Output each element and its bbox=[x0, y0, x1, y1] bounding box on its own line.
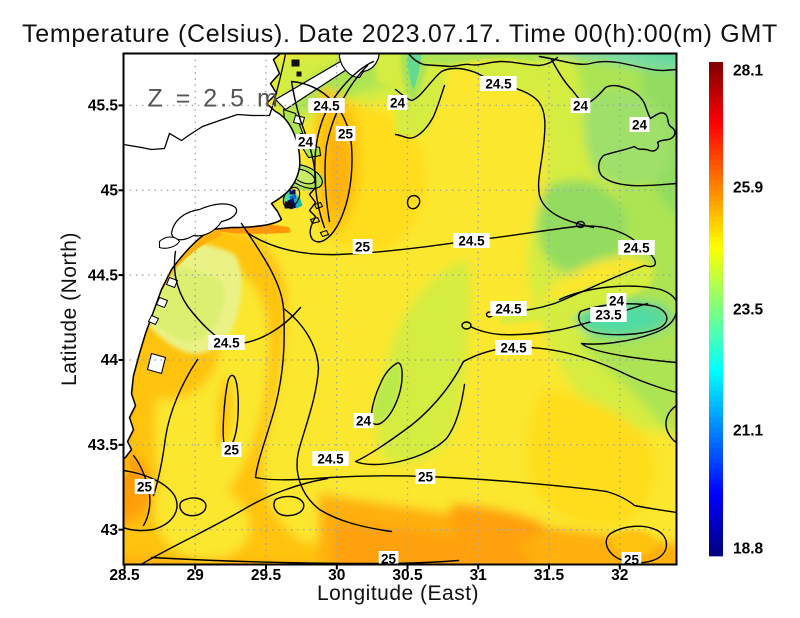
svg-text:31.5: 31.5 bbox=[534, 567, 565, 584]
svg-text:43.5: 43.5 bbox=[88, 437, 119, 454]
svg-text:25: 25 bbox=[381, 552, 397, 567]
svg-text:18.8: 18.8 bbox=[733, 541, 764, 558]
svg-text:31: 31 bbox=[470, 567, 488, 584]
svg-text:24.5: 24.5 bbox=[623, 241, 650, 256]
svg-text:32: 32 bbox=[611, 567, 628, 584]
svg-text:28.5: 28.5 bbox=[109, 567, 140, 584]
svg-text:Temperature (Celsius). Date: Temperature (Celsius). Date 2023.07.17. … bbox=[22, 20, 778, 48]
svg-text:25: 25 bbox=[624, 553, 640, 568]
svg-text:24.5: 24.5 bbox=[458, 234, 485, 249]
svg-text:28.1: 28.1 bbox=[733, 63, 764, 80]
svg-text:24: 24 bbox=[356, 414, 372, 429]
svg-text:25.9: 25.9 bbox=[733, 180, 764, 197]
svg-text:24: 24 bbox=[298, 135, 314, 150]
svg-text:25: 25 bbox=[355, 240, 371, 255]
svg-text:44: 44 bbox=[101, 352, 119, 369]
svg-text:Latitude (North): Latitude (North) bbox=[58, 232, 81, 386]
svg-text:21.1: 21.1 bbox=[733, 423, 764, 440]
svg-text:Z = 2.5 m: Z = 2.5 m bbox=[148, 85, 281, 113]
svg-text:24: 24 bbox=[609, 294, 625, 309]
svg-text:45.5: 45.5 bbox=[88, 98, 119, 115]
svg-text:29.5: 29.5 bbox=[251, 567, 282, 584]
svg-text:43: 43 bbox=[101, 522, 119, 539]
svg-text:30.5: 30.5 bbox=[392, 567, 423, 584]
svg-text:25: 25 bbox=[224, 443, 240, 458]
svg-text:23.5: 23.5 bbox=[733, 302, 764, 319]
svg-text:30: 30 bbox=[328, 567, 345, 584]
svg-text:25: 25 bbox=[137, 480, 153, 495]
svg-text:44.5: 44.5 bbox=[88, 267, 119, 284]
svg-text:23.5: 23.5 bbox=[595, 308, 622, 323]
svg-text:24: 24 bbox=[573, 99, 589, 114]
svg-text:24.5: 24.5 bbox=[317, 452, 344, 467]
svg-text:Longitude (East): Longitude (East) bbox=[317, 582, 479, 605]
svg-text:45: 45 bbox=[101, 183, 119, 200]
svg-text:29: 29 bbox=[187, 567, 205, 584]
svg-text:24.5: 24.5 bbox=[500, 341, 527, 356]
svg-text:24.5: 24.5 bbox=[213, 336, 240, 351]
svg-text:24.5: 24.5 bbox=[485, 77, 512, 92]
svg-text:24.5: 24.5 bbox=[495, 302, 522, 317]
svg-text:24: 24 bbox=[390, 96, 406, 111]
svg-text:25: 25 bbox=[338, 127, 354, 142]
svg-text:25: 25 bbox=[418, 470, 434, 485]
svg-text:24: 24 bbox=[632, 118, 648, 133]
svg-text:24.5: 24.5 bbox=[313, 99, 340, 114]
